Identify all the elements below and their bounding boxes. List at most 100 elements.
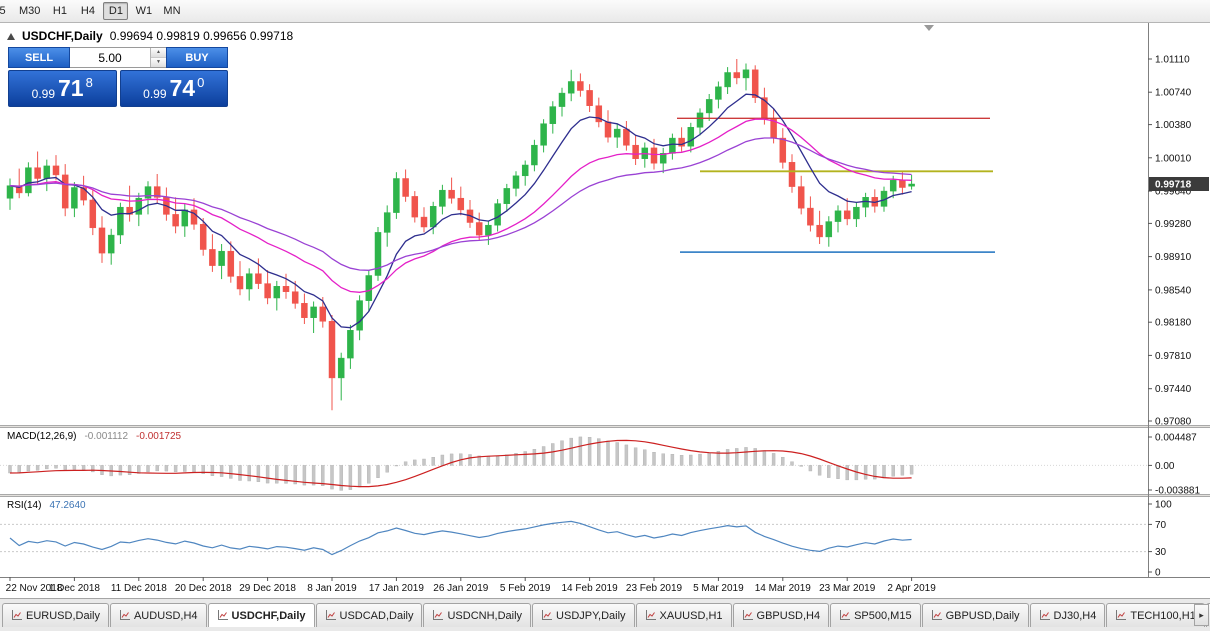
svg-text:1 Dec 2018: 1 Dec 2018 — [49, 583, 101, 594]
tab-label: SP500,M15 — [854, 609, 912, 622]
timeframe-button-h1[interactable]: H1 — [47, 2, 72, 20]
pane-splitter[interactable] — [0, 425, 1210, 428]
svg-text:11 Dec 2018: 11 Dec 2018 — [111, 583, 167, 594]
ma-line-34 — [9, 137, 912, 271]
tab-usdcad-daily[interactable]: USDCAD,Daily — [315, 603, 423, 627]
volume-increase-button[interactable]: ▲ — [151, 48, 166, 58]
buy-price-main: 74 — [169, 75, 196, 101]
svg-text:29 Dec 2018: 29 Dec 2018 — [239, 583, 296, 594]
buy-price-button[interactable]: 0.99 74 0 — [119, 70, 228, 107]
tab-usdjpy-daily[interactable]: USDJPY,Daily — [532, 603, 635, 627]
sell-price-prefix: 0.99 — [31, 87, 56, 101]
chart-tab-icon — [119, 610, 130, 620]
svg-text:14 Mar 2019: 14 Mar 2019 — [755, 583, 812, 594]
svg-text:30: 30 — [1155, 547, 1167, 558]
chart-tab-icon — [433, 610, 444, 620]
timeframe-button-h4[interactable]: H4 — [75, 2, 100, 20]
svg-text:1.00010: 1.00010 — [1155, 153, 1192, 164]
svg-text:26 Jan 2019: 26 Jan 2019 — [433, 583, 488, 594]
sell-price-button[interactable]: 0.99 71 8 — [8, 70, 117, 107]
timeframe-button-w1[interactable]: W1 — [131, 2, 156, 20]
tab-label: USDCAD,Daily — [339, 609, 414, 622]
pane-splitter[interactable] — [0, 494, 1210, 497]
rsi-name: RSI(14) — [7, 500, 42, 511]
current-price-badge: 0.99718 — [1149, 177, 1209, 191]
volume-spinner: ▲ ▼ — [150, 48, 166, 67]
sell-price-sup: 8 — [85, 75, 93, 90]
tab-eurusd-daily[interactable]: EURUSD,Daily — [2, 603, 109, 627]
macd-name: MACD(12,26,9) — [7, 431, 77, 442]
timeframe-toolbar: 15M30H1H4D1W1MN — [0, 0, 1210, 23]
macd-indicator-label: MACD(12,26,9) -0.001112 -0.001725 — [7, 431, 181, 442]
chart-shift-marker[interactable] — [924, 25, 934, 31]
chart-tab-icon — [931, 610, 942, 620]
tab-dj30-h4[interactable]: DJ30,H4 — [1029, 603, 1106, 627]
svg-text:0.99280: 0.99280 — [1155, 219, 1192, 230]
timeframe-button-m30[interactable]: M30 — [15, 2, 44, 20]
tab-tech100-h1[interactable]: TECH100,H1 — [1106, 603, 1205, 627]
sell-button[interactable]: SELL — [8, 47, 70, 68]
price-chart[interactable]: 1.011101.007401.003801.000100.996400.992… — [0, 23, 1210, 598]
timeframe-button-mn[interactable]: MN — [159, 2, 184, 20]
svg-text:0.97080: 0.97080 — [1155, 417, 1192, 428]
rsi-line — [9, 520, 912, 556]
tab-scroll-right-button[interactable]: ▸ — [1194, 604, 1209, 626]
buy-price-prefix: 0.99 — [143, 87, 167, 101]
svg-text:22 Nov 2018: 22 Nov 2018 — [6, 583, 63, 594]
chart-tab-icon — [645, 610, 656, 620]
svg-text:8 Jan 2019: 8 Jan 2019 — [307, 583, 357, 594]
chart-tab-icon — [1039, 610, 1050, 620]
buy-price-sup: 0 — [197, 75, 205, 90]
chart-tab-icon — [325, 610, 336, 620]
chart-tab-icon — [742, 610, 753, 620]
macd-signal-line — [9, 439, 912, 488]
svg-text:20 Dec 2018: 20 Dec 2018 — [175, 583, 232, 594]
tab-xauusd-h1[interactable]: XAUUSD,H1 — [635, 603, 732, 627]
svg-text:2 Apr 2019: 2 Apr 2019 — [887, 583, 936, 594]
tab-label: USDJPY,Daily — [556, 609, 626, 622]
svg-text:0.00: 0.00 — [1155, 461, 1175, 472]
chart-tab-icon — [217, 610, 228, 620]
chart-tab-icon — [542, 610, 553, 620]
one-click-trading-toggle-icon[interactable] — [7, 32, 15, 40]
buy-button[interactable]: BUY — [166, 47, 228, 68]
svg-text:0.98180: 0.98180 — [1155, 318, 1192, 329]
tab-gbpusd-h4[interactable]: GBPUSD,H4 — [732, 603, 830, 627]
svg-text:1.01110: 1.01110 — [1155, 55, 1190, 66]
tab-label: USDCNH,Daily — [447, 609, 523, 622]
chart-tab-icon — [1116, 610, 1127, 620]
tab-label: GBPUSD,H4 — [756, 609, 821, 622]
svg-text:1.00380: 1.00380 — [1155, 120, 1192, 131]
tab-usdcnh-daily[interactable]: USDCNH,Daily — [423, 603, 532, 627]
svg-text:1.00740: 1.00740 — [1155, 88, 1192, 99]
svg-text:0.99718: 0.99718 — [1155, 180, 1192, 191]
chart-background — [0, 23, 1210, 598]
one-click-trading-panel: SELL 5.00 ▲ ▼ BUY 0.99 71 8 0.99 74 0 — [8, 47, 228, 107]
svg-text:-0.003881: -0.003881 — [1155, 486, 1200, 497]
volume-decrease-button[interactable]: ▼ — [151, 58, 166, 67]
svg-text:23 Mar 2019: 23 Mar 2019 — [819, 583, 876, 594]
timeframe-button-d1[interactable]: D1 — [103, 2, 129, 20]
volume-field[interactable]: 5.00 ▲ ▼ — [70, 47, 166, 68]
svg-text:0.004487: 0.004487 — [1155, 433, 1197, 444]
svg-text:0.98540: 0.98540 — [1155, 285, 1192, 296]
svg-text:5 Feb 2019: 5 Feb 2019 — [500, 583, 551, 594]
chart-tab-bar: EURUSD,Daily AUDUSD,H4 USDCHF,Daily USDCAD,… — [0, 598, 1210, 631]
tab-sp500-m15[interactable]: SP500,M15 — [830, 603, 921, 627]
tab-label: XAUUSD,H1 — [659, 609, 723, 622]
tab-usdchf-daily[interactable]: USDCHF,Daily — [207, 603, 315, 627]
tab-gbpusd-daily[interactable]: GBPUSD,Daily — [921, 603, 1029, 627]
tab-audusd-h4[interactable]: AUDUSD,H4 — [109, 603, 207, 627]
chart-title: USDCHF,Daily 0.99694 0.99819 0.99656 0.9… — [7, 29, 293, 43]
tab-label: TECH100,H1 — [1130, 609, 1196, 622]
timeframe-button-15[interactable]: 15 — [0, 2, 12, 20]
macd-main-value: -0.001112 — [84, 431, 129, 442]
macd-signal-value: -0.001725 — [136, 431, 182, 442]
volume-value: 5.00 — [98, 50, 122, 65]
chart-title-ohlc: 0.99694 0.99819 0.99656 0.99718 — [109, 29, 294, 43]
price-axis[interactable]: 1.01110 1.00740 1.00380 1.00010 0.99640 0.992… — [1148, 55, 1200, 579]
tab-label: USDCHF,Daily — [231, 609, 306, 622]
svg-text:100: 100 — [1155, 500, 1172, 511]
